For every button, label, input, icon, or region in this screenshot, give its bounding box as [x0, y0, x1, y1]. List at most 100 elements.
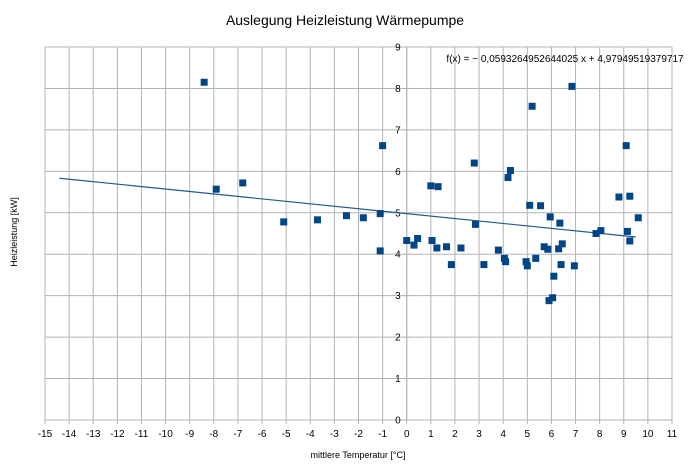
data-point	[502, 258, 510, 266]
x-tick-label: 3	[476, 429, 482, 440]
y-tick-label: 7	[395, 125, 401, 136]
x-tick-label: -11	[135, 429, 149, 440]
x-tick-label: 11	[667, 429, 678, 440]
data-point	[526, 201, 534, 209]
x-tick-label: -13	[86, 429, 101, 440]
data-point	[314, 216, 322, 224]
data-point	[558, 240, 566, 248]
y-tick-label: 9	[395, 43, 401, 54]
x-tick-label: 10	[642, 429, 654, 440]
data-point	[443, 243, 451, 251]
data-point	[555, 245, 563, 253]
y-tick-labels: 0 1 2 3 4 5 6 7 8 9	[395, 43, 401, 427]
data-point	[504, 174, 512, 182]
x-tick-label: -2	[354, 429, 363, 440]
data-point	[379, 142, 387, 150]
data-point	[200, 78, 208, 86]
data-point	[544, 245, 552, 253]
y-tick-label: 4	[395, 250, 401, 261]
data-point	[427, 182, 435, 190]
x-tick-label: 4	[500, 429, 506, 440]
x-tick-label: 8	[597, 429, 603, 440]
data-point	[597, 227, 605, 235]
trendline-equation: f(x) = − 0,0593264952644025 x + 4,979495…	[446, 54, 684, 65]
data-point	[280, 218, 288, 226]
x-tick-label: -1	[378, 429, 387, 440]
data-point	[403, 237, 411, 245]
data-point	[556, 219, 564, 227]
data-point	[540, 243, 548, 251]
data-point	[447, 261, 455, 269]
x-tick-label: 7	[573, 429, 579, 440]
x-tick-label: 6	[549, 429, 555, 440]
data-point	[523, 262, 531, 270]
data-point	[615, 193, 623, 201]
data-point	[376, 247, 384, 255]
data-point	[537, 202, 545, 210]
data-point	[239, 179, 247, 187]
y-tick-label: 5	[395, 208, 401, 219]
x-tick-label: -12	[110, 429, 125, 440]
y-axis-label: Heizleistung [kW]	[9, 197, 19, 267]
x-tick-label: -4	[306, 429, 315, 440]
y-tick-label: 6	[395, 167, 401, 178]
data-point	[212, 185, 220, 193]
y-tick-label: 0	[395, 416, 401, 427]
x-tick-label: 0	[404, 429, 410, 440]
data-point	[622, 142, 630, 150]
axes	[402, 46, 411, 421]
data-point	[428, 237, 436, 245]
data-point	[623, 227, 631, 235]
x-tick-label: -14	[62, 429, 77, 440]
data-point	[410, 241, 418, 249]
y-tick-label: 8	[395, 84, 401, 95]
x-tick-label: -15	[38, 429, 53, 440]
y-tick-label: 2	[395, 333, 401, 344]
data-point	[549, 294, 557, 302]
x-tick-label: -5	[282, 429, 291, 440]
data-point	[494, 246, 502, 254]
x-tick-label: -9	[185, 429, 194, 440]
data-point	[550, 272, 558, 280]
data-point	[376, 210, 384, 218]
data-point	[532, 254, 540, 262]
y-tick-label: 1	[395, 374, 401, 385]
x-tick-label: 2	[452, 429, 458, 440]
data-point	[470, 159, 478, 167]
data-point	[568, 82, 576, 90]
x-tick-label: -8	[209, 429, 218, 440]
x-axis-label: mittlere Temperatur [°C]	[311, 450, 406, 460]
data-point	[506, 167, 514, 175]
data-point	[471, 220, 479, 228]
data-point	[592, 230, 600, 237]
data-point	[557, 261, 565, 269]
data-point	[626, 237, 634, 245]
data-point	[359, 214, 367, 222]
data-point	[626, 192, 634, 200]
data-point	[545, 297, 553, 305]
data-point	[546, 213, 554, 221]
data-point	[342, 212, 350, 220]
x-tick-labels: -15 -14 -13 -12 -11 -10 -9 -8 -7 -6 -5 -4 -3 -2 -1 0 1 2 3…	[38, 429, 678, 440]
x-tick-label: -3	[330, 429, 339, 440]
x-tick-label: -6	[258, 429, 267, 440]
x-tick-label: -10	[158, 429, 173, 440]
data-point	[414, 234, 422, 242]
data-point	[570, 262, 578, 270]
data-point	[433, 244, 441, 252]
data-point	[434, 183, 442, 191]
data-point	[528, 102, 536, 110]
x-tick-label: -7	[233, 429, 242, 440]
x-tick-label: 9	[621, 429, 627, 440]
y-tick-label: 3	[395, 291, 401, 302]
data-point	[480, 261, 488, 269]
chart-title: Auslegung Heizleistung Wärmepumpe	[226, 12, 464, 28]
grid	[44, 46, 673, 424]
data-point	[457, 244, 465, 252]
data-points	[200, 78, 642, 305]
data-point	[522, 258, 530, 266]
trendline	[59, 177, 636, 238]
data-point	[634, 214, 642, 222]
trendline-line	[59, 177, 636, 238]
